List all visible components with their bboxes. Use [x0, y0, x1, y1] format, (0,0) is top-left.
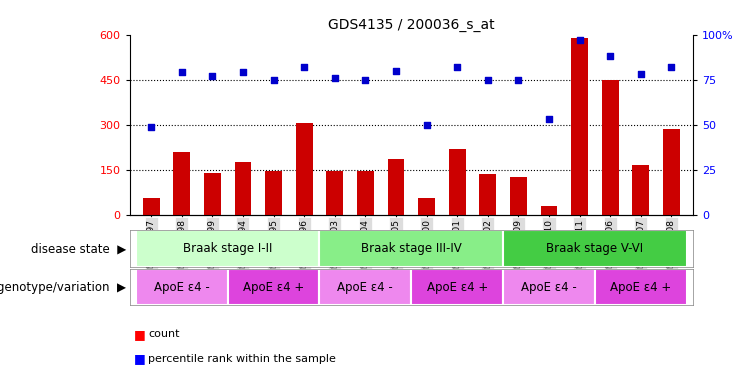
- Text: ApoE ε4 -: ApoE ε4 -: [337, 281, 393, 293]
- Bar: [319, 269, 411, 305]
- Bar: [388, 159, 405, 215]
- Bar: [503, 269, 595, 305]
- Point: [635, 71, 647, 77]
- Bar: [357, 171, 373, 215]
- Bar: [663, 129, 679, 215]
- Text: genotype/variation  ▶: genotype/variation ▶: [0, 281, 126, 293]
- Point: [390, 68, 402, 74]
- Bar: [503, 230, 687, 267]
- Point: [237, 70, 249, 76]
- Point: [421, 122, 433, 128]
- Point: [268, 77, 279, 83]
- Bar: [326, 171, 343, 215]
- Point: [329, 75, 341, 81]
- Bar: [571, 38, 588, 215]
- Bar: [479, 174, 496, 215]
- Text: ■: ■: [133, 353, 145, 366]
- Bar: [595, 269, 687, 305]
- Bar: [204, 173, 221, 215]
- Text: Braak stage III-IV: Braak stage III-IV: [361, 242, 462, 255]
- Bar: [541, 206, 557, 215]
- Text: ApoE ε4 +: ApoE ε4 +: [610, 281, 671, 293]
- Bar: [632, 166, 649, 215]
- Bar: [143, 199, 159, 215]
- Bar: [234, 162, 251, 215]
- Point: [298, 64, 310, 70]
- Point: [665, 64, 677, 70]
- Point: [604, 53, 616, 59]
- Text: ApoE ε4 +: ApoE ε4 +: [427, 281, 488, 293]
- Point: [574, 37, 585, 43]
- Bar: [296, 123, 313, 215]
- Text: ApoE ε4 -: ApoE ε4 -: [521, 281, 576, 293]
- Bar: [265, 171, 282, 215]
- Bar: [411, 269, 503, 305]
- Text: count: count: [148, 329, 180, 339]
- Text: Braak stage V-VI: Braak stage V-VI: [546, 242, 643, 255]
- Text: ApoE ε4 -: ApoE ε4 -: [154, 281, 210, 293]
- Point: [451, 64, 463, 70]
- Bar: [449, 149, 465, 215]
- Bar: [418, 199, 435, 215]
- Bar: [319, 230, 503, 267]
- Bar: [602, 80, 619, 215]
- Text: disease state  ▶: disease state ▶: [30, 242, 126, 255]
- Point: [513, 77, 525, 83]
- Point: [176, 70, 187, 76]
- Point: [543, 116, 555, 122]
- Text: Braak stage I-II: Braak stage I-II: [183, 242, 272, 255]
- Point: [482, 77, 494, 83]
- Point: [359, 77, 371, 83]
- Text: percentile rank within the sample: percentile rank within the sample: [148, 354, 336, 364]
- Bar: [136, 230, 319, 267]
- Title: GDS4135 / 200036_s_at: GDS4135 / 200036_s_at: [328, 18, 494, 32]
- Point: [207, 73, 219, 79]
- Text: ■: ■: [133, 328, 145, 341]
- Point: [145, 124, 157, 130]
- Text: ApoE ε4 +: ApoE ε4 +: [243, 281, 304, 293]
- Bar: [136, 269, 227, 305]
- Bar: [173, 152, 190, 215]
- Bar: [510, 177, 527, 215]
- Bar: [227, 269, 319, 305]
